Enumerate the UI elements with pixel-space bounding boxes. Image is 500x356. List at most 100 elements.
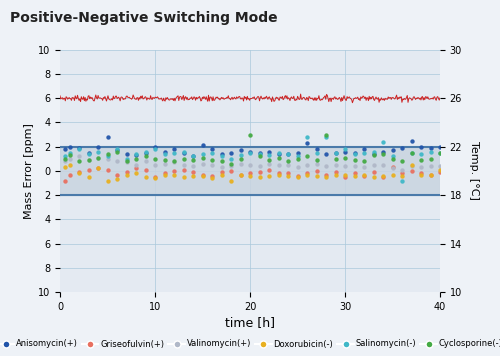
Point	[113, 177, 121, 182]
Point	[350, 150, 358, 156]
Point	[341, 174, 349, 180]
Point	[84, 151, 92, 157]
Point	[341, 172, 349, 177]
Point	[417, 171, 425, 176]
Y-axis label: Mass Error [ppm]: Mass Error [ppm]	[24, 123, 34, 219]
Point	[265, 149, 273, 155]
Point	[94, 149, 102, 155]
Point	[66, 172, 74, 177]
Point	[312, 157, 320, 163]
Point	[303, 172, 311, 177]
Point	[218, 172, 226, 177]
Point	[189, 173, 197, 179]
Point	[180, 162, 188, 168]
Point	[208, 173, 216, 179]
Point	[94, 155, 102, 161]
Point	[332, 156, 340, 162]
Point	[66, 144, 74, 150]
Point	[417, 157, 425, 163]
Point	[208, 162, 216, 168]
Point	[189, 157, 197, 163]
Point	[246, 150, 254, 156]
Point	[436, 169, 444, 175]
Point	[417, 164, 425, 170]
Point	[94, 166, 102, 171]
Point	[75, 169, 83, 175]
Point	[122, 159, 130, 165]
Point	[360, 164, 368, 170]
Point	[256, 163, 264, 169]
Point	[284, 162, 292, 168]
Point	[274, 171, 282, 176]
Point	[332, 150, 340, 156]
Point	[104, 167, 112, 173]
Point	[294, 164, 302, 170]
Point	[61, 178, 69, 183]
Point	[398, 158, 406, 164]
Point	[370, 169, 378, 175]
Point	[388, 172, 396, 177]
Point	[66, 162, 74, 168]
Point	[104, 134, 112, 140]
Point	[227, 168, 235, 174]
Point	[332, 169, 340, 175]
Point	[436, 150, 444, 156]
Point	[160, 161, 168, 167]
Point	[151, 146, 159, 152]
Point	[322, 134, 330, 140]
Point	[312, 168, 320, 174]
Point	[341, 149, 349, 155]
Point	[408, 163, 416, 169]
Point	[274, 150, 282, 156]
Point	[360, 173, 368, 179]
Point	[198, 173, 206, 179]
Point	[436, 144, 444, 150]
Point	[370, 152, 378, 158]
Text: Positive-Negative Switching Mode: Positive-Negative Switching Mode	[10, 11, 278, 25]
Point	[236, 172, 244, 177]
Point	[312, 150, 320, 156]
Point	[303, 153, 311, 159]
Point	[360, 146, 368, 152]
Point	[189, 153, 197, 159]
Point	[227, 161, 235, 167]
Point	[274, 172, 282, 177]
Point	[66, 156, 74, 162]
Point	[426, 172, 434, 177]
Point	[417, 144, 425, 150]
Point	[113, 146, 121, 152]
Point	[180, 167, 188, 173]
Point	[94, 144, 102, 150]
Point	[426, 172, 434, 177]
Point	[398, 171, 406, 176]
Point	[426, 145, 434, 151]
Point	[236, 152, 244, 158]
Point	[265, 161, 273, 167]
Point	[256, 153, 264, 159]
Point	[218, 169, 226, 175]
Point	[132, 171, 140, 176]
Point	[61, 158, 69, 164]
Point	[265, 152, 273, 158]
Point	[265, 157, 273, 163]
Point	[104, 153, 112, 159]
Point	[379, 173, 387, 179]
Point	[84, 157, 92, 163]
Point	[436, 163, 444, 169]
Point	[160, 149, 168, 155]
Point	[75, 171, 83, 176]
Point	[218, 153, 226, 159]
Point	[236, 172, 244, 177]
Point	[303, 162, 311, 168]
Point	[322, 151, 330, 157]
Point	[274, 151, 282, 157]
Point	[322, 174, 330, 180]
Point	[388, 153, 396, 159]
Point	[84, 150, 92, 156]
Point	[170, 159, 178, 165]
Point	[426, 156, 434, 162]
Point	[227, 150, 235, 156]
Point	[417, 151, 425, 157]
Point	[398, 178, 406, 183]
Point	[122, 156, 130, 162]
